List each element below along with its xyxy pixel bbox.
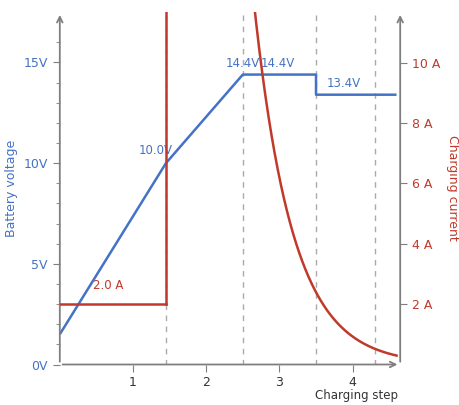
Y-axis label: Charging current: Charging current [445,135,458,241]
Text: 13.4V: 13.4V [326,77,360,90]
Text: 10.0V: 10.0V [139,144,173,157]
Y-axis label: Battery voltage: Battery voltage [5,140,18,237]
Text: Charging step: Charging step [314,389,397,402]
Text: 2.0 A: 2.0 A [93,279,123,292]
Text: 14.4V: 14.4V [261,57,295,70]
Text: 14.4V: 14.4V [225,57,260,70]
